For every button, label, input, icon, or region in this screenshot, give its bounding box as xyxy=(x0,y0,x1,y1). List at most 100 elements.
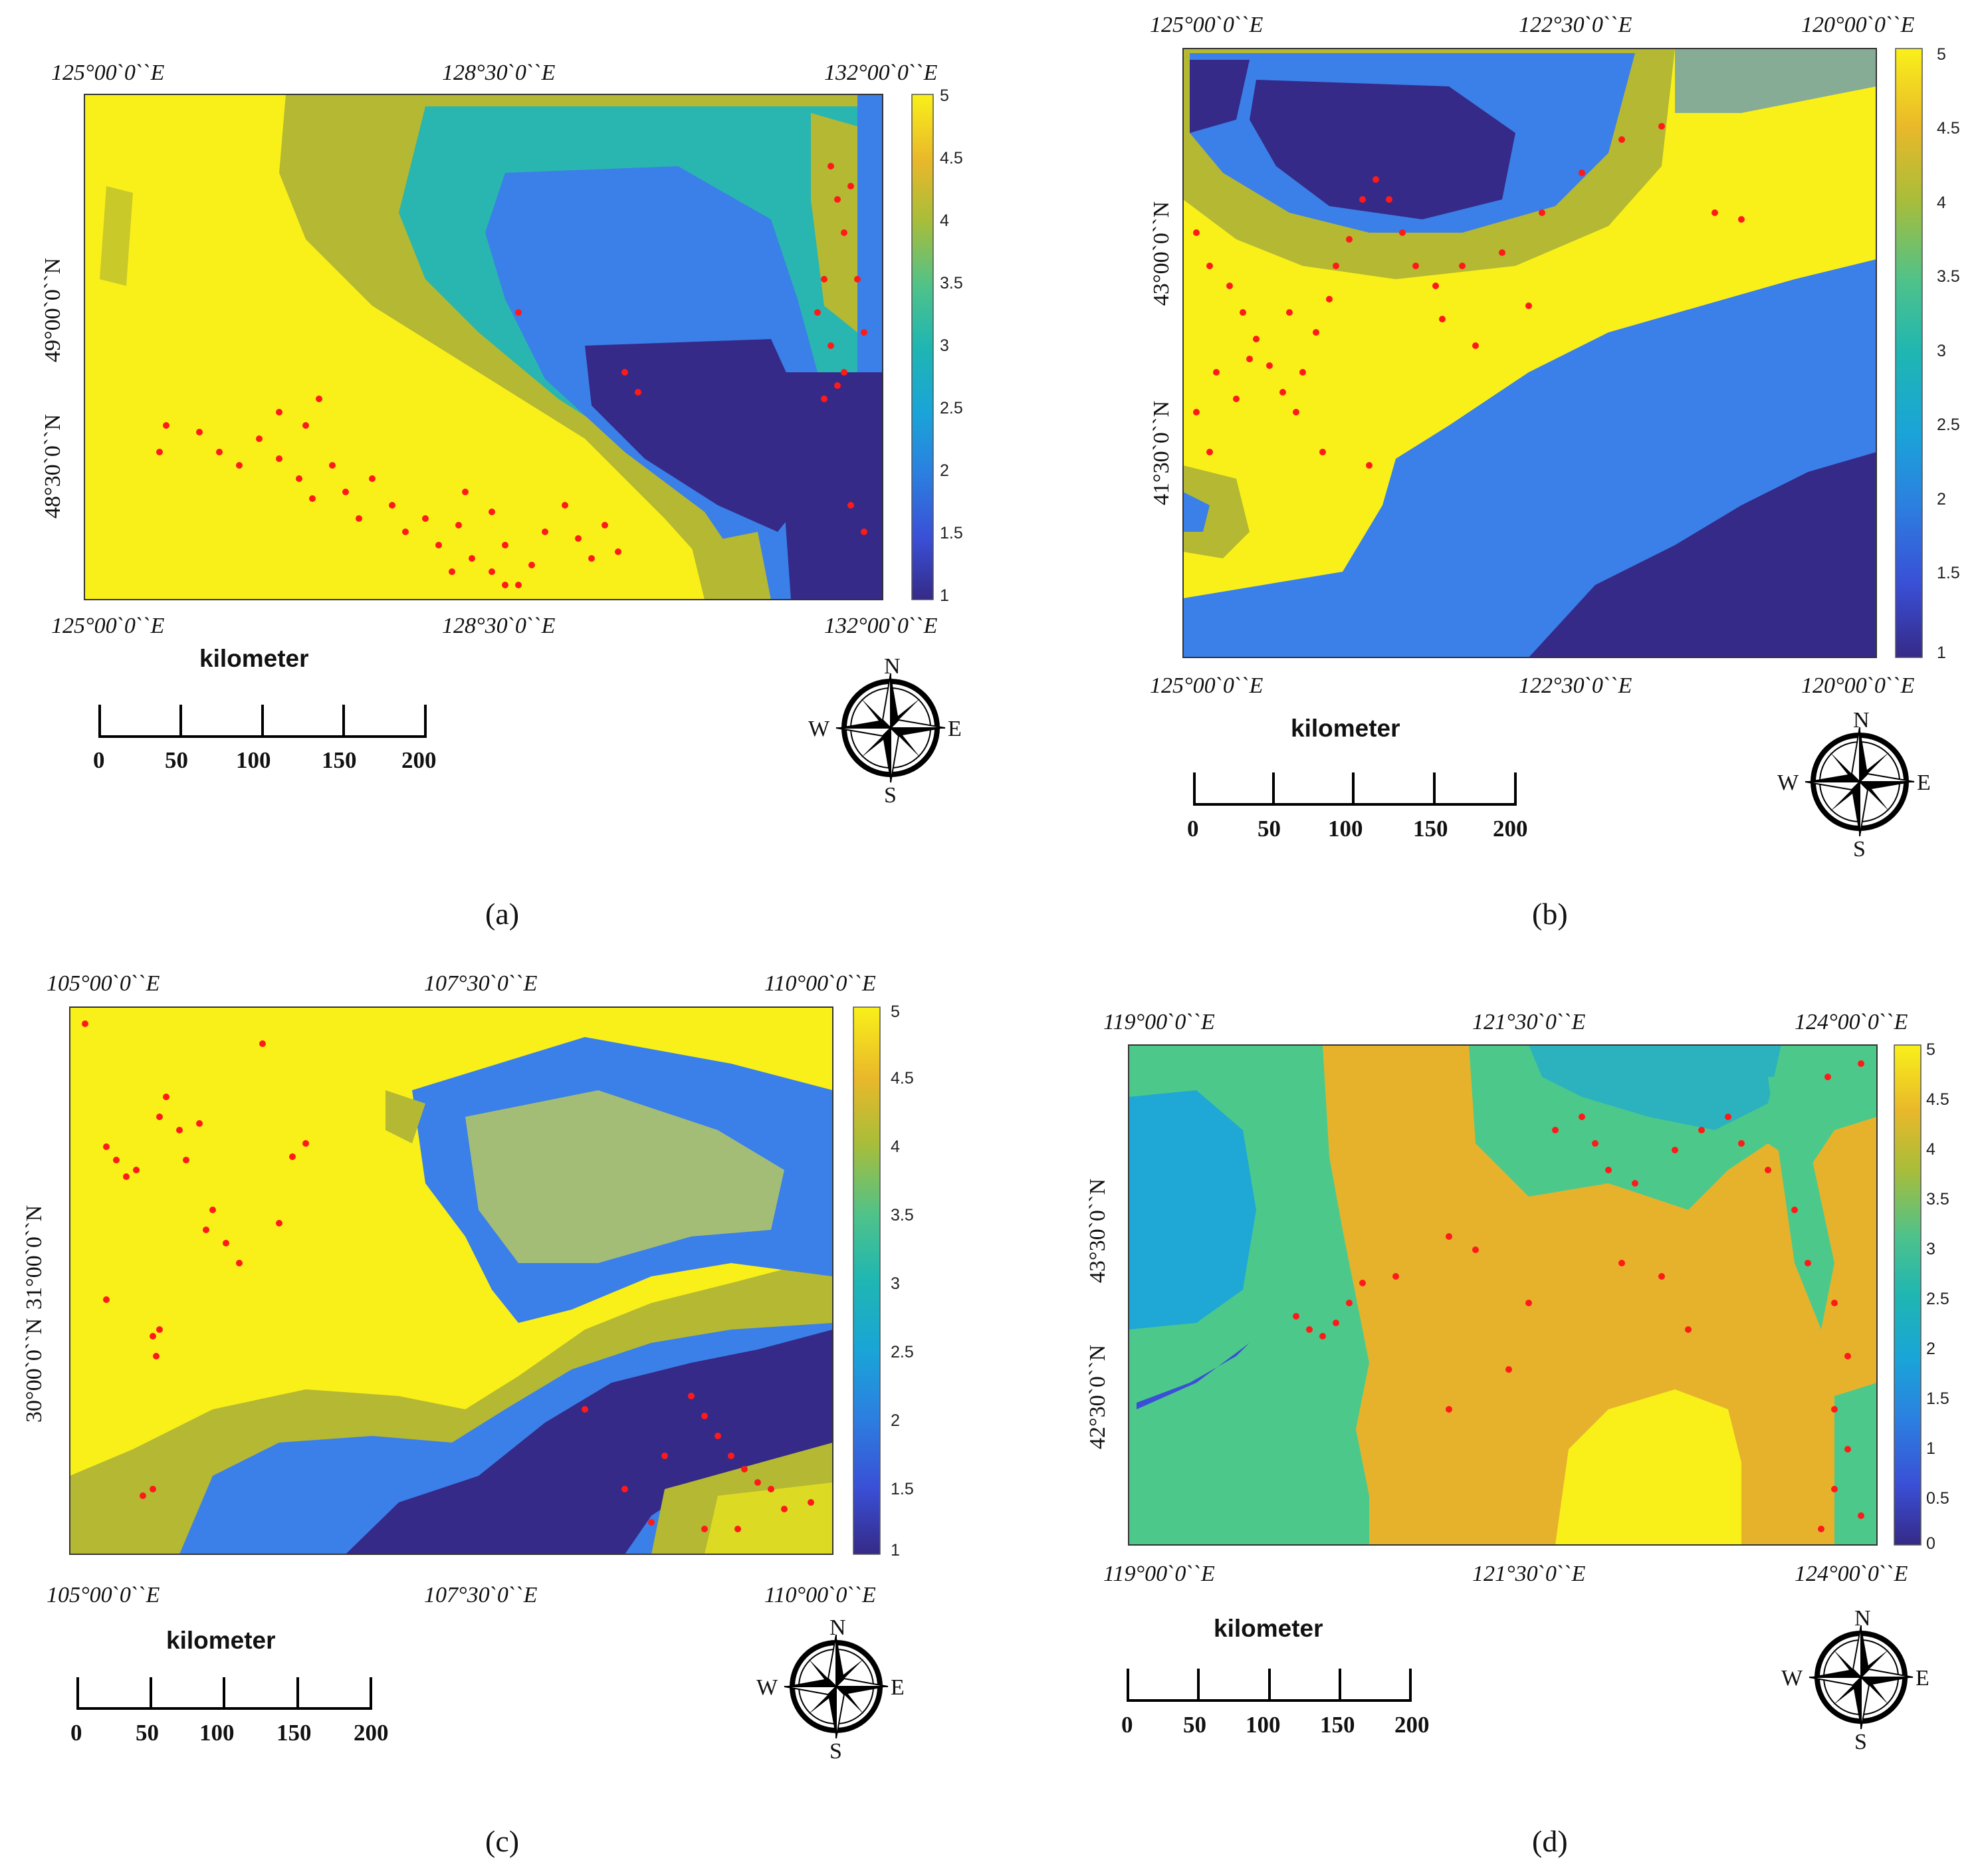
scalebar-tick: 200 xyxy=(1493,816,1528,842)
lon-label: 110°00ˋ0ˋˋE xyxy=(764,1583,876,1607)
scalebar-tick: 0 xyxy=(1187,816,1199,842)
panel-b-top-lon-labels: 125°00ˋ0ˋˋE 122°30ˋ0ˋˋE 120°00ˋ0ˋˋE xyxy=(1150,13,1915,37)
colorbar-tick-label: 5 xyxy=(940,86,949,105)
lat-label: 48°30ˋ0ˋˋN xyxy=(41,414,65,519)
colorbar-tick-label: 5 xyxy=(891,1002,900,1021)
colorbar-tick-label: 1.5 xyxy=(891,1480,914,1498)
lon-label: 122°30ˋ0ˋˋE xyxy=(1519,13,1632,37)
scalebar-title: kilometer xyxy=(1214,1615,1323,1642)
scalebar-tick: 50 xyxy=(165,747,188,773)
compass-s: S xyxy=(829,1739,842,1764)
compass-rose-icon xyxy=(1805,727,1915,837)
colorbar-tick-label: 3.5 xyxy=(1926,1190,1949,1209)
panel-c-points xyxy=(82,1020,814,1532)
scalebar-tick: 0 xyxy=(70,1720,82,1746)
scalebar-tick: 200 xyxy=(401,747,437,773)
lon-label: 121°30ˋ0ˋˋE xyxy=(1472,1010,1586,1034)
panel-d-compass: S E W N xyxy=(1781,1606,1929,1754)
compass-e: E xyxy=(1916,1666,1929,1691)
colorbar-tick-label: 2.5 xyxy=(940,399,963,417)
lon-label: 120°00ˋ0ˋˋE xyxy=(1801,673,1915,698)
colorbar-tick-label: 3.5 xyxy=(940,274,963,293)
compass-n: N xyxy=(884,654,901,679)
lon-label: 120°00ˋ0ˋˋE xyxy=(1801,13,1915,37)
colorbar-tick-label: 2 xyxy=(891,1411,900,1430)
panel-d-colorbar: 5 4.5 4 3.5 3 2.5 2 1.5 1 0.5 0 xyxy=(1894,1040,1949,1553)
panel-c-bottom-lon-labels: 105°00ˋ0ˋˋE 107°30ˋ0ˋˋE 110°00ˋ0ˋˋE xyxy=(47,1583,876,1607)
colorbar-tick-label: 3 xyxy=(1937,342,1946,360)
lon-label: 110°00ˋ0ˋˋE xyxy=(764,971,876,996)
compass-w: W xyxy=(1781,1666,1803,1691)
panel-a-colorbar: 5 4.5 4 3.5 3 2.5 2 1.5 1 xyxy=(911,86,963,605)
panel-d-bottom-lon-labels: 119°00ˋ0ˋˋE 121°30ˋ0ˋˋE 124°00ˋ0ˋˋE xyxy=(1103,1562,1908,1586)
colorbar-tick-label: 4.5 xyxy=(891,1069,914,1088)
colorbar-tick-label: 3.5 xyxy=(1937,267,1960,286)
colorbar-tick-label: 0 xyxy=(1926,1534,1935,1553)
scalebar-tick: 200 xyxy=(354,1720,389,1746)
compass-rose-icon xyxy=(784,1634,889,1739)
colorbar-tick-label: 2.5 xyxy=(1926,1290,1949,1308)
scalebar-tick: 150 xyxy=(1413,816,1448,842)
scalebar-tick: 0 xyxy=(93,747,105,773)
lon-label: 105°00ˋ0ˋˋE xyxy=(47,1583,160,1607)
compass-w: W xyxy=(756,1675,778,1700)
panel-b-points xyxy=(1193,123,1745,469)
panel-b: 125°00ˋ0ˋˋE 122°30ˋ0ˋˋE 120°00ˋ0ˋˋE 125°… xyxy=(1149,13,1960,931)
panel-b-bottom-lon-labels: 125°00ˋ0ˋˋE 122°30ˋ0ˋˋE 120°00ˋ0ˋˋE xyxy=(1150,673,1915,698)
compass-rose-icon xyxy=(1809,1625,1914,1730)
colorbar-tick-label: 4 xyxy=(891,1137,900,1156)
compass-s: S xyxy=(1854,1730,1867,1754)
compass-w: W xyxy=(808,717,830,741)
lon-label: 124°00ˋ0ˋˋE xyxy=(1795,1010,1908,1034)
lat-label: 42°30ˋ0ˋˋN xyxy=(1085,1345,1110,1449)
panel-d-scalebar: kilometer 0 50 100 150 200 xyxy=(1121,1615,1430,1738)
colorbar-ticks: 5 4.5 4 3.5 3 2.5 2 1.5 1 xyxy=(940,86,963,605)
lon-label: 125°00ˋ0ˋˋE xyxy=(1150,673,1264,698)
lon-label: 132°00ˋ0ˋˋE xyxy=(824,614,938,638)
panel-c-compass: N S E W xyxy=(756,1615,905,1764)
panel-a-map xyxy=(84,94,883,600)
scalebar-tick: 50 xyxy=(1258,816,1281,842)
panel-a-lat-labels: 49°00ˋ0ˋˋN 48°30ˋ0ˋˋN xyxy=(41,258,65,519)
scalebar-tick: 50 xyxy=(136,1720,159,1746)
compass-n: N xyxy=(829,1615,846,1640)
colorbar-tick-label: 2.5 xyxy=(891,1343,914,1361)
panel-d-label: (d) xyxy=(1532,1824,1568,1858)
compass-e: E xyxy=(1917,770,1931,795)
scalebar-tick: 0 xyxy=(1121,1712,1133,1738)
colorbar-tick-label: 1.5 xyxy=(1926,1389,1949,1408)
colorbar-tick-label: 1 xyxy=(940,586,949,605)
scalebar-title: kilometer xyxy=(199,645,309,672)
colorbar-tick-label: 0.5 xyxy=(1926,1489,1949,1508)
lon-label: 119°00ˋ0ˋˋE xyxy=(1103,1010,1215,1034)
compass-rose-icon xyxy=(835,673,946,783)
panel-c-scalebar: kilometer 0 50 100 150 200 xyxy=(70,1627,389,1746)
lon-label: 107°30ˋ0ˋˋE xyxy=(424,1583,538,1607)
panel-a: 125°00ˋ0ˋˋE 128°30ˋ0ˋˋE 132°00ˋ0ˋˋE 125°… xyxy=(41,60,963,931)
colorbar-tick-label: 2 xyxy=(940,461,949,480)
panel-c: 105°00ˋ0ˋˋE 107°30ˋ0ˋˋE 110°00ˋ0ˋˋE 105°… xyxy=(22,971,914,1858)
compass-n: N xyxy=(1854,1606,1871,1631)
panel-c-top-lon-labels: 105°00ˋ0ˋˋE 107°30ˋ0ˋˋE 110°00ˋ0ˋˋE xyxy=(47,971,876,996)
panel-b-colorbar: 5 4.5 4 3.5 3 2.5 2 1.5 1 xyxy=(1895,45,1960,662)
scalebar-tick: 100 xyxy=(1246,1712,1281,1738)
lon-label: 128°30ˋ0ˋˋE xyxy=(442,614,556,638)
panel-b-lat-labels: 43°00ˋ0ˋˋN 41°30ˋ0ˋˋN xyxy=(1149,201,1174,505)
lat-label: 31°00ˋ0ˋˋN xyxy=(22,1205,47,1310)
scalebar-title: kilometer xyxy=(166,1627,276,1654)
panel-a-compass: N S E W xyxy=(808,654,962,808)
colorbar-tick-label: 3 xyxy=(891,1274,900,1293)
colorbar-tick-label: 4 xyxy=(940,211,949,230)
lat-label: 41°30ˋ0ˋˋN xyxy=(1149,401,1174,505)
lon-label: 132°00ˋ0ˋˋE xyxy=(824,60,938,85)
panel-a-points xyxy=(156,163,867,588)
colorbar-tick-label: 1 xyxy=(891,1541,900,1560)
scalebar-tick: 100 xyxy=(1328,816,1363,842)
compass-e: E xyxy=(948,717,962,741)
panel-a-bottom-lon-labels: 125°00ˋ0ˋˋE 128°30ˋ0ˋˋE 132°00ˋ0ˋˋE xyxy=(51,614,938,638)
colorbar-tick-label: 1 xyxy=(1937,644,1946,662)
scalebar-tick: 200 xyxy=(1394,1712,1430,1738)
panel-c-label: (c) xyxy=(485,1824,519,1858)
